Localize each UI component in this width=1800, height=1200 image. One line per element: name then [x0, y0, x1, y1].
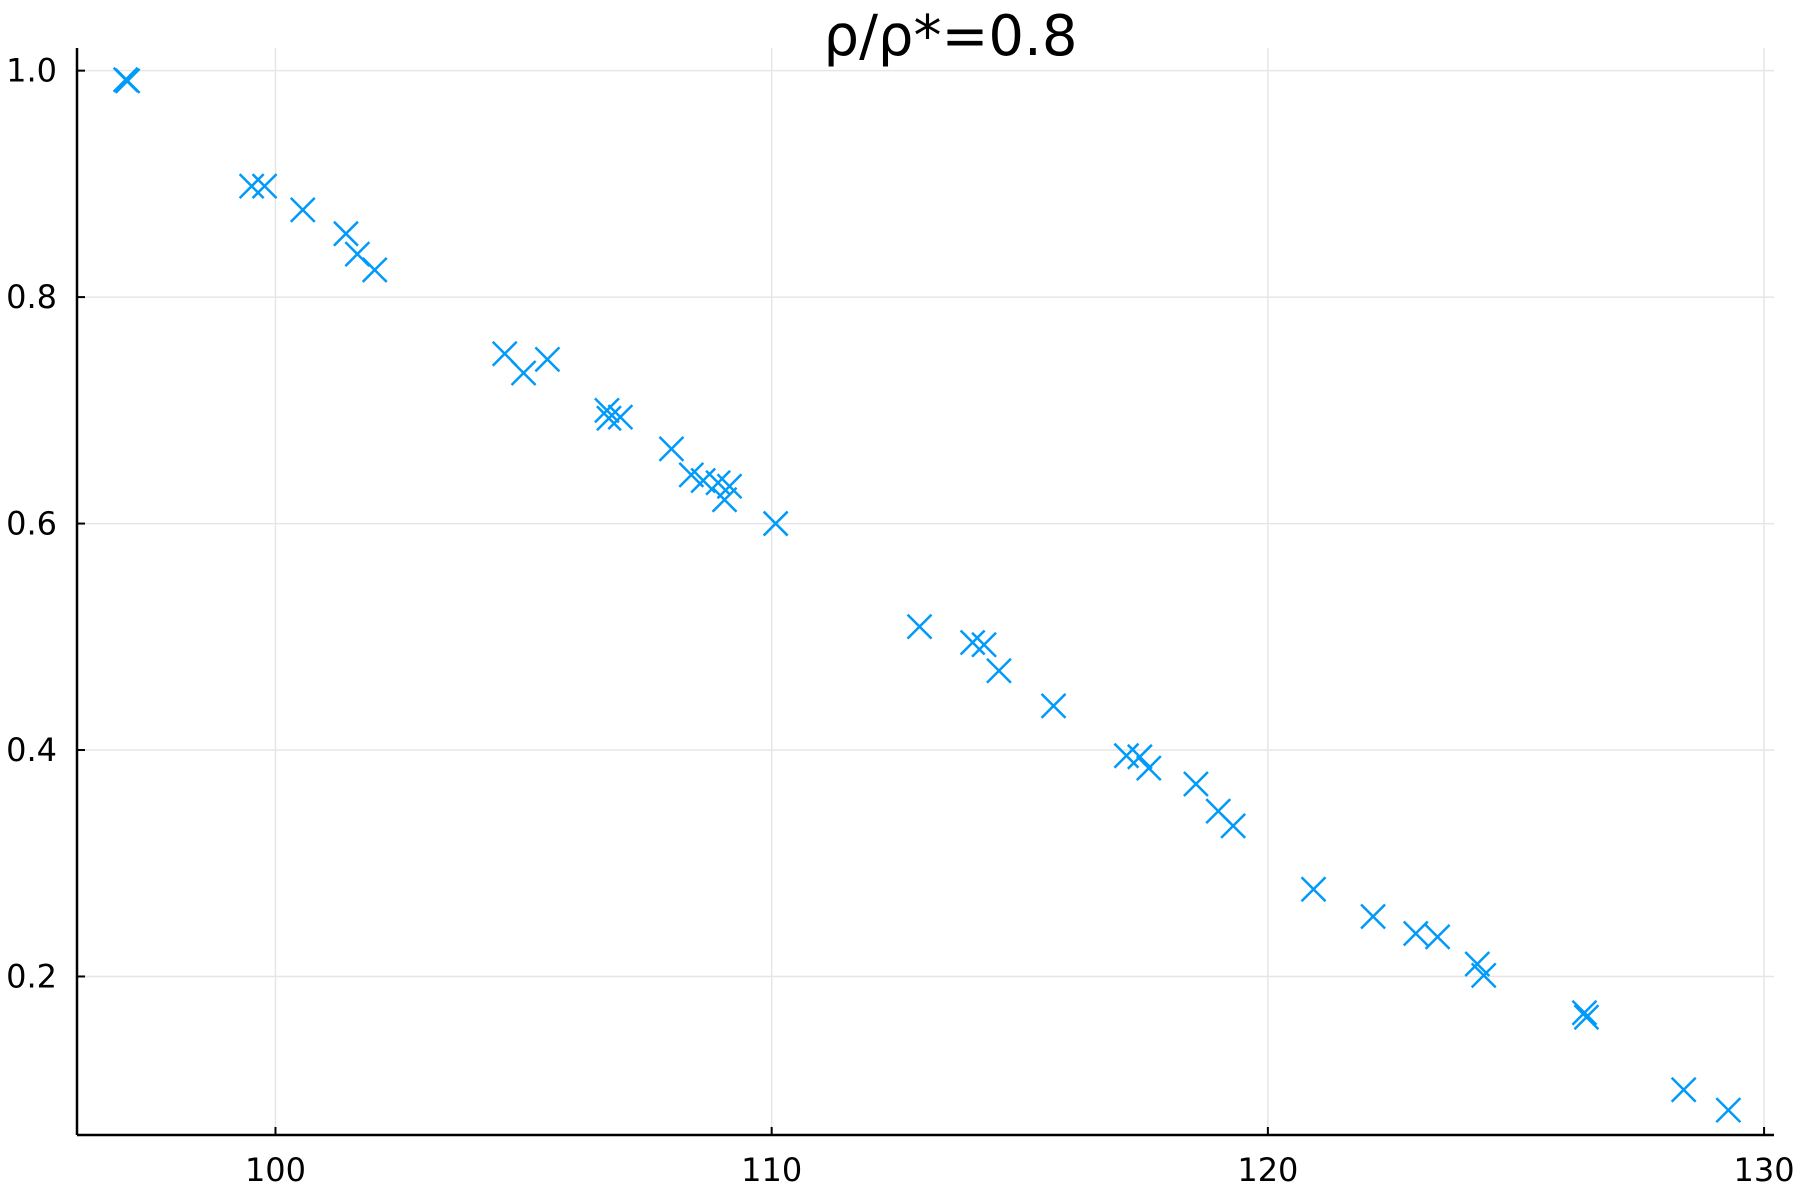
data-point [289, 197, 316, 223]
y-tick-label: 0.8 [6, 278, 57, 316]
data-point [1670, 1076, 1697, 1103]
data-point [986, 657, 1012, 684]
x-tick-label: 120 [1237, 1151, 1298, 1189]
data-point [1573, 1004, 1600, 1031]
data-point [251, 173, 278, 200]
data-point [1183, 771, 1209, 797]
data-point [361, 257, 388, 283]
data-point [1715, 1097, 1742, 1123]
data-point [1220, 813, 1247, 839]
data-point [596, 405, 622, 432]
data-point [1135, 755, 1162, 782]
data-point [959, 629, 986, 656]
y-tick-label: 1.0 [6, 52, 57, 90]
data-point [1424, 923, 1451, 950]
data-point [594, 397, 620, 424]
data-point [906, 613, 933, 640]
data-point [510, 360, 537, 386]
data-point [114, 67, 141, 94]
y-tick-label: 0.6 [6, 505, 57, 543]
data-point [762, 510, 789, 537]
data-point [658, 435, 685, 462]
data-point [1040, 692, 1067, 719]
data-point [1300, 876, 1327, 903]
data-point [1126, 743, 1153, 770]
data-point [716, 473, 743, 500]
data-point [238, 173, 265, 200]
x-tick-label: 100 [245, 1151, 306, 1189]
x-tick-label: 130 [1734, 1151, 1795, 1189]
chart-title: ρ/ρ*=0.8 [824, 4, 1078, 69]
y-tick-label: 0.4 [6, 731, 57, 769]
data-point [1470, 962, 1497, 989]
data-points [112, 66, 1742, 1123]
data-point [607, 404, 634, 431]
data-point [1402, 920, 1429, 947]
data-point [534, 346, 561, 373]
gridlines [77, 48, 1774, 1135]
data-point [971, 631, 997, 658]
data-point [1464, 951, 1491, 977]
axes [75, 48, 1774, 1137]
data-point [1360, 903, 1386, 930]
data-point [333, 220, 359, 247]
data-point [711, 486, 738, 513]
x-tick-label: 110 [741, 1151, 802, 1189]
y-axis-ticks: 0.2 0.4 0.6 0.8 1.0 [6, 52, 85, 995]
x-axis-ticks: 100 110 120 130 [245, 1127, 1795, 1189]
data-point [1571, 999, 1598, 1026]
y-tick-label: 0.2 [6, 957, 57, 995]
